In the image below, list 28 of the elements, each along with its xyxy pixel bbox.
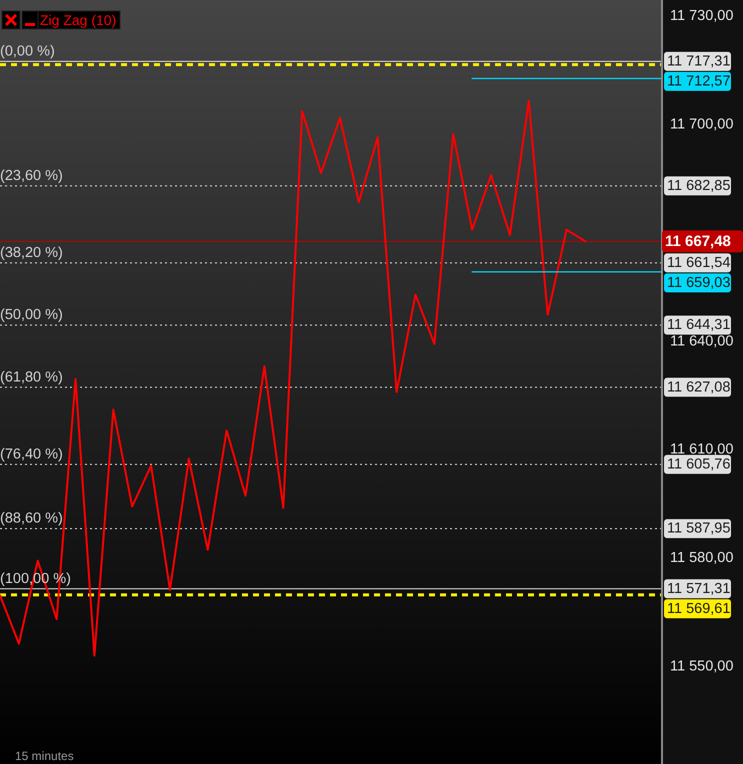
ref-line-label: 11 661,54: [667, 254, 730, 271]
annotation: (88,60 %): [0, 510, 63, 527]
ref-line-label: 11 717,31: [667, 53, 730, 70]
ref-line-label: 11 587,95: [667, 520, 730, 537]
ref-line-label: 11 571,31: [667, 580, 730, 597]
annotation: (76,40 %): [0, 446, 63, 462]
annotation: 15 minutes: [15, 749, 74, 763]
data-label: 11 712,57: [667, 73, 730, 90]
y-tick-label: 11 730,00: [670, 8, 734, 24]
legend-label: Zig Zag (10): [40, 12, 116, 28]
annotation: (38,20 %): [0, 244, 63, 261]
annotation: (0,00 %): [0, 43, 55, 60]
line-series: [0, 100, 586, 657]
annotation: (50,00 %): [0, 307, 63, 324]
y-tick-label: 11 580,00: [670, 550, 734, 566]
y-tick-label: 11 550,00: [670, 658, 734, 674]
annotation: (23,60 %): [0, 168, 63, 184]
data-label: 11 659,03: [667, 274, 730, 291]
ref-line-label: 11 627,08: [667, 379, 730, 396]
y-tick-label: 11 610,00: [670, 442, 734, 458]
ref-line-label: 11 667,48: [665, 232, 731, 250]
annotation: (61,80 %): [0, 369, 63, 386]
ref-line-label: 11 605,76: [667, 456, 730, 472]
ref-line-label: 11 682,85: [667, 178, 730, 194]
y-tick-label: 11 700,00: [670, 116, 734, 133]
ref-line-label: 11 569,61: [667, 600, 730, 617]
ref-line-label: 11 644,31: [667, 317, 730, 334]
y-tick-label: 11 640,00: [670, 333, 734, 350]
